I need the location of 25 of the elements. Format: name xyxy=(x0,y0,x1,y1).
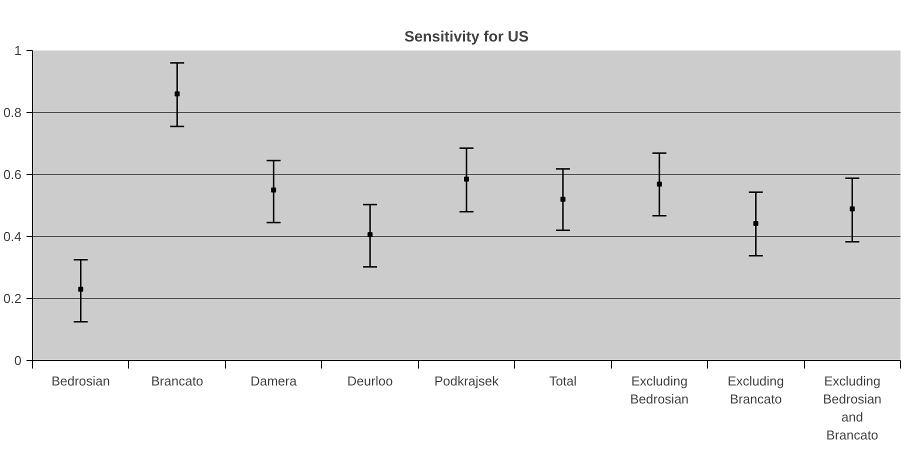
point xyxy=(174,91,180,96)
y-tick-label: 0 xyxy=(14,353,22,368)
point xyxy=(78,286,84,292)
y-tick-label: 0.6 xyxy=(3,167,22,182)
y-tick-label: 0.4 xyxy=(3,229,22,244)
point xyxy=(850,206,855,212)
x-tick-label: Deurloo xyxy=(347,374,393,388)
x-tick-label: Bedrosian xyxy=(51,374,110,388)
point xyxy=(368,232,373,238)
x-tick-label: Excluding Bedrosian and Brancato xyxy=(823,374,882,442)
x-tick-label: Excluding Bedrosian xyxy=(630,374,689,406)
x-tick-label: Podkrajsek xyxy=(434,374,500,388)
x-tick-label: Brancato xyxy=(151,374,204,388)
chart-title: Sensitivity for US xyxy=(404,28,529,46)
point xyxy=(753,220,758,226)
y-tick-label: 0.8 xyxy=(3,105,22,120)
point xyxy=(560,196,566,202)
x-tick-label: Damera xyxy=(250,374,298,388)
y-tick-label: 1 xyxy=(14,43,22,58)
y-tick-label: 0.2 xyxy=(3,291,22,306)
point xyxy=(656,182,662,187)
point xyxy=(271,188,276,192)
x-tick-label: Excluding Brancato xyxy=(728,374,784,406)
x-tick-label: Total xyxy=(549,374,577,388)
point xyxy=(464,176,469,182)
